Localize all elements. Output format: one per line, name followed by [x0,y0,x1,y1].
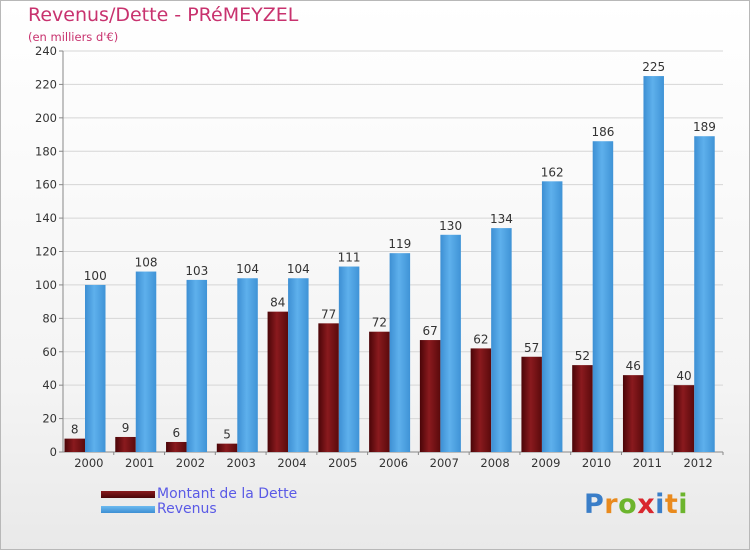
x-tick-label: 2006 [379,456,408,470]
logo-letter: i [678,489,689,520]
bar-dette [470,348,492,452]
x-tick-label: 2012 [683,456,712,470]
y-tick-label: 40 [42,378,57,392]
x-tick-label: 2000 [74,456,103,470]
data-label-revenus: 103 [185,264,208,278]
legend: Montant de la Dette Revenus [101,487,297,517]
y-tick-label: 20 [42,412,57,426]
data-label-dette: 57 [524,341,539,355]
data-label-dette: 40 [676,369,691,383]
logo-letter: P [584,489,605,520]
legend-swatch-dette [101,491,155,498]
bar-revenus [186,279,208,452]
data-label-dette: 84 [270,296,285,310]
data-label-dette: 52 [575,349,590,363]
y-tick-label: 200 [35,111,57,125]
legend-item-revenus: Revenus [101,502,297,517]
data-label-dette: 77 [321,307,336,321]
data-label-revenus: 108 [135,256,158,270]
x-tick-label: 2003 [227,456,256,470]
y-tick-label: 0 [50,445,57,459]
logo-letter: x [637,489,656,520]
bar-dette [521,356,542,452]
bar-dette [64,438,85,452]
data-labels: 8 100 9 108 6 103 5 104 84 104 77 111 72 119 67 130 62 13… [71,60,716,442]
data-label-revenus: 130 [439,219,462,233]
logo-letter: o [618,489,638,520]
data-label-revenus: 111 [338,251,361,265]
y-tick-label: 100 [35,278,57,292]
bar-revenus [491,228,512,452]
legend-swatch-revenus [101,506,155,513]
data-label-dette: 5 [223,428,231,442]
data-label-dette: 9 [122,421,130,435]
bar-dette [267,311,289,452]
bar-revenus [541,181,563,452]
y-tick-label: 220 [35,77,57,91]
x-tick-label: 2004 [277,456,306,470]
bar-revenus [288,278,309,452]
data-label-revenus: 189 [693,120,716,134]
bar-revenus [135,271,157,452]
data-label-dette: 8 [71,423,79,437]
bar-dette [216,443,238,452]
x-tick-label: 2010 [582,456,611,470]
bar-revenus [85,284,106,452]
data-label-revenus: 104 [287,262,310,276]
x-tick-label: 2002 [176,456,205,470]
y-tick-label: 60 [42,345,57,359]
data-label-revenus: 100 [84,269,107,283]
data-label-dette: 67 [422,324,437,338]
data-label-dette: 46 [626,359,641,373]
bar-revenus [338,266,360,452]
data-label-revenus: 119 [388,237,411,251]
y-tick-label: 80 [42,311,57,325]
y-tick-label: 180 [35,144,57,158]
data-label-revenus: 104 [236,262,259,276]
bar-dette [419,340,441,452]
legend-label-dette: Montant de la Dette [157,486,298,502]
logo-letter: t [664,489,679,520]
bar-dette [622,375,644,452]
proxiti-logo: Proxiti [584,489,688,520]
x-tick-label: 2011 [633,456,662,470]
chart-title: Revenus/Dette - PRéMEYZEL [28,4,299,26]
x-tick-label: 2008 [480,456,509,470]
bars [64,76,715,452]
x-tick-label: 2001 [125,456,154,470]
bar-revenus [643,76,664,452]
bar-revenus [592,141,614,452]
bar-revenus [694,136,715,452]
bar-revenus [440,234,461,452]
bar-dette [166,441,187,452]
data-label-revenus: 134 [490,212,513,226]
y-tick-label: 120 [35,245,57,259]
bar-dette [673,385,695,452]
data-label-revenus: 162 [541,165,564,179]
bar-dette [572,365,593,452]
data-label-dette: 62 [473,332,488,346]
data-label-dette: 6 [172,426,180,440]
data-label-dette: 72 [372,316,387,330]
legend-label-revenus: Revenus [157,501,217,517]
bar-dette [318,323,339,452]
x-tick-label: 2005 [328,456,357,470]
chart-subtitle: (en milliers d'€) [28,30,119,44]
y-tick-label: 160 [35,178,57,192]
y-tick-label: 240 [35,44,57,58]
bar-dette [115,436,136,452]
data-label-revenus: 186 [591,125,614,139]
x-tick-label: 2007 [430,456,459,470]
bar-dette [369,331,390,452]
logo-letter: r [604,489,619,520]
data-label-revenus: 225 [642,60,665,74]
x-tick-label: 2009 [531,456,560,470]
legend-item-dette: Montant de la Dette [101,487,297,502]
y-tick-label: 140 [35,211,57,225]
bar-revenus [389,253,411,452]
logo-letter: i [655,489,665,520]
bar-revenus [237,278,258,452]
